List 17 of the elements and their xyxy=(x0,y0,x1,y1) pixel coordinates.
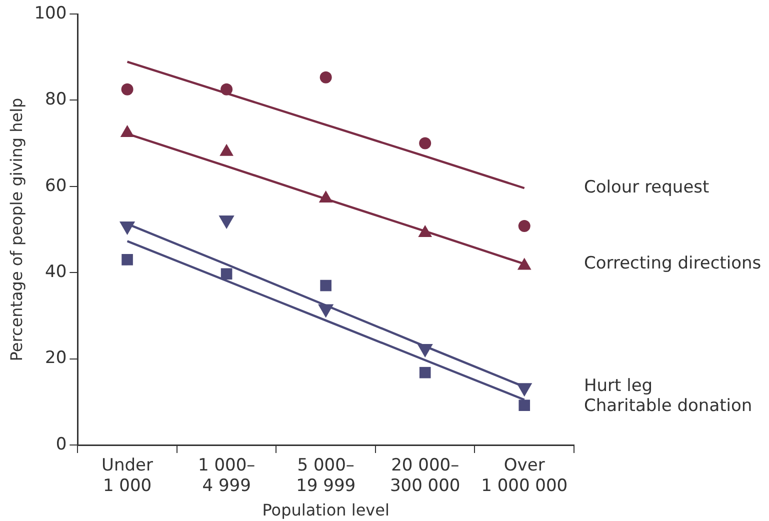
x-tick-label: Over 1 000 000 xyxy=(481,456,568,496)
y-axis-title: Percentage of people giving help xyxy=(6,98,26,362)
text: Correcting directions xyxy=(584,253,762,274)
x-tick-label: 1 000–4 999 xyxy=(198,456,256,496)
y-tick-label: 100 xyxy=(34,3,67,24)
text: Hurt leg xyxy=(584,376,653,396)
x-tick-label: Under 1 000 xyxy=(102,456,154,496)
x-axis-title: Population level xyxy=(262,500,390,520)
text: Colour request xyxy=(584,178,710,198)
y-tick-label: 20 xyxy=(45,348,67,368)
y-tick-label: 60 xyxy=(45,176,67,196)
text: Charitable donation xyxy=(584,396,752,416)
y-tick-label: 80 xyxy=(45,90,67,110)
x-tick-label: 20 000–300 000 xyxy=(390,456,460,496)
x-tick-label: 5 000–19 999 xyxy=(296,456,356,496)
y-tick-label: 40 xyxy=(45,262,67,282)
y-tick-label: 0 xyxy=(56,434,67,454)
